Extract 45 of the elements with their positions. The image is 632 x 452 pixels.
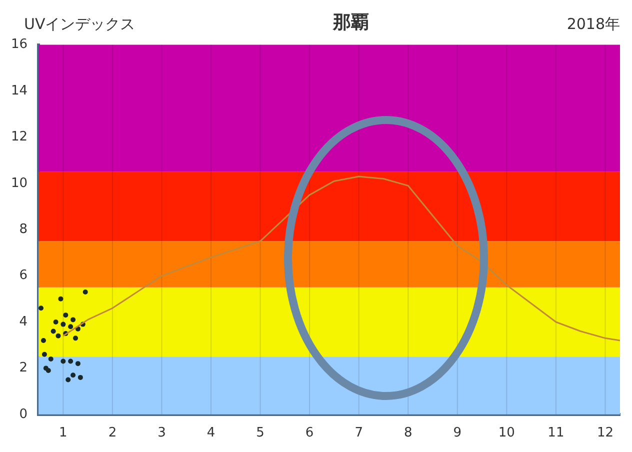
x-tick-label: 11: [548, 426, 564, 441]
y-tick-label: 0: [19, 406, 28, 422]
x-tick-label: 7: [354, 426, 363, 441]
point: [66, 377, 71, 382]
y-tick-label: 14: [10, 83, 28, 98]
point: [68, 358, 74, 364]
point: [63, 312, 68, 318]
point: [40, 338, 46, 343]
y-tick-label: 4: [19, 314, 28, 330]
point: [70, 372, 76, 378]
x-tick-label: 8: [404, 426, 412, 441]
point: [60, 358, 66, 364]
point: [78, 374, 83, 380]
point: [42, 352, 47, 357]
point: [58, 296, 64, 302]
x-tick-label: 1: [59, 426, 68, 441]
point: [50, 328, 56, 334]
point: [68, 324, 74, 330]
y-tick-label: 12: [10, 130, 28, 145]
point: [48, 356, 54, 362]
x-tick-label: 12: [596, 426, 614, 441]
point: [75, 361, 80, 366]
point: [38, 306, 44, 311]
point: [56, 333, 61, 338]
y-tick-label: 6: [19, 268, 28, 284]
x-tick-label: 6: [305, 426, 314, 441]
x-tick-label: 10: [498, 426, 515, 441]
point: [70, 317, 76, 322]
x-tick-label: 5: [256, 426, 264, 441]
point: [73, 336, 78, 341]
x-tick-label: 4: [206, 426, 216, 441]
y-tick-label: 16: [10, 37, 28, 52]
x-tick-label: 2: [108, 426, 117, 441]
point: [60, 322, 66, 327]
y-tick-label: 2: [19, 360, 28, 376]
y-axis-title: UVインデックス: [24, 15, 136, 34]
text: 2018年: [566, 15, 620, 33]
chart-title: 那覇: [333, 11, 370, 34]
point: [53, 320, 58, 324]
x-tick-label: 3: [158, 426, 166, 441]
x-tick-label: 9: [453, 426, 462, 441]
y-tick-label: 10: [10, 176, 28, 191]
y-tick-label: 8: [19, 222, 28, 237]
point: [46, 368, 51, 374]
point: [82, 289, 88, 294]
